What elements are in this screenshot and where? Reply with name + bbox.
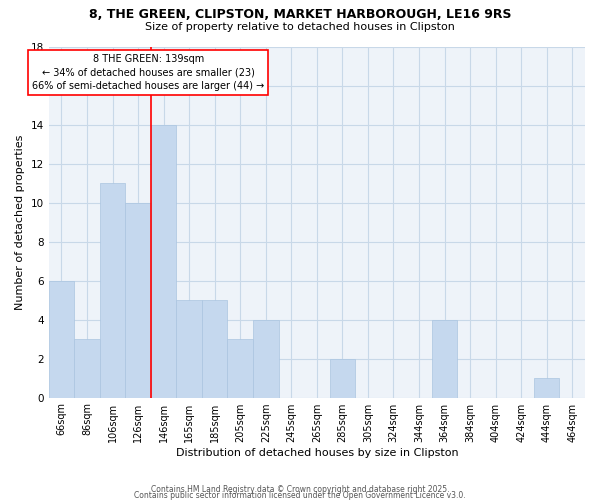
Bar [534,378,559,398]
Bar [100,183,125,398]
Bar [74,339,100,398]
Text: 8 THE GREEN: 139sqm
← 34% of detached houses are smaller (23)
66% of semi-detach: 8 THE GREEN: 139sqm ← 34% of detached ho… [32,54,265,90]
Bar [151,124,176,398]
Text: Contains public sector information licensed under the Open Government Licence v3: Contains public sector information licen… [134,490,466,500]
Bar [49,280,74,398]
Bar [176,300,202,398]
Bar [253,320,278,398]
Y-axis label: Number of detached properties: Number of detached properties [15,134,25,310]
Bar [227,339,253,398]
Text: Size of property relative to detached houses in Clipston: Size of property relative to detached ho… [145,22,455,32]
Text: 8, THE GREEN, CLIPSTON, MARKET HARBOROUGH, LE16 9RS: 8, THE GREEN, CLIPSTON, MARKET HARBOROUG… [89,8,511,20]
X-axis label: Distribution of detached houses by size in Clipston: Distribution of detached houses by size … [176,448,458,458]
Bar [432,320,457,398]
Bar [125,202,151,398]
Bar [202,300,227,398]
Text: Contains HM Land Registry data © Crown copyright and database right 2025.: Contains HM Land Registry data © Crown c… [151,484,449,494]
Bar [329,358,355,398]
